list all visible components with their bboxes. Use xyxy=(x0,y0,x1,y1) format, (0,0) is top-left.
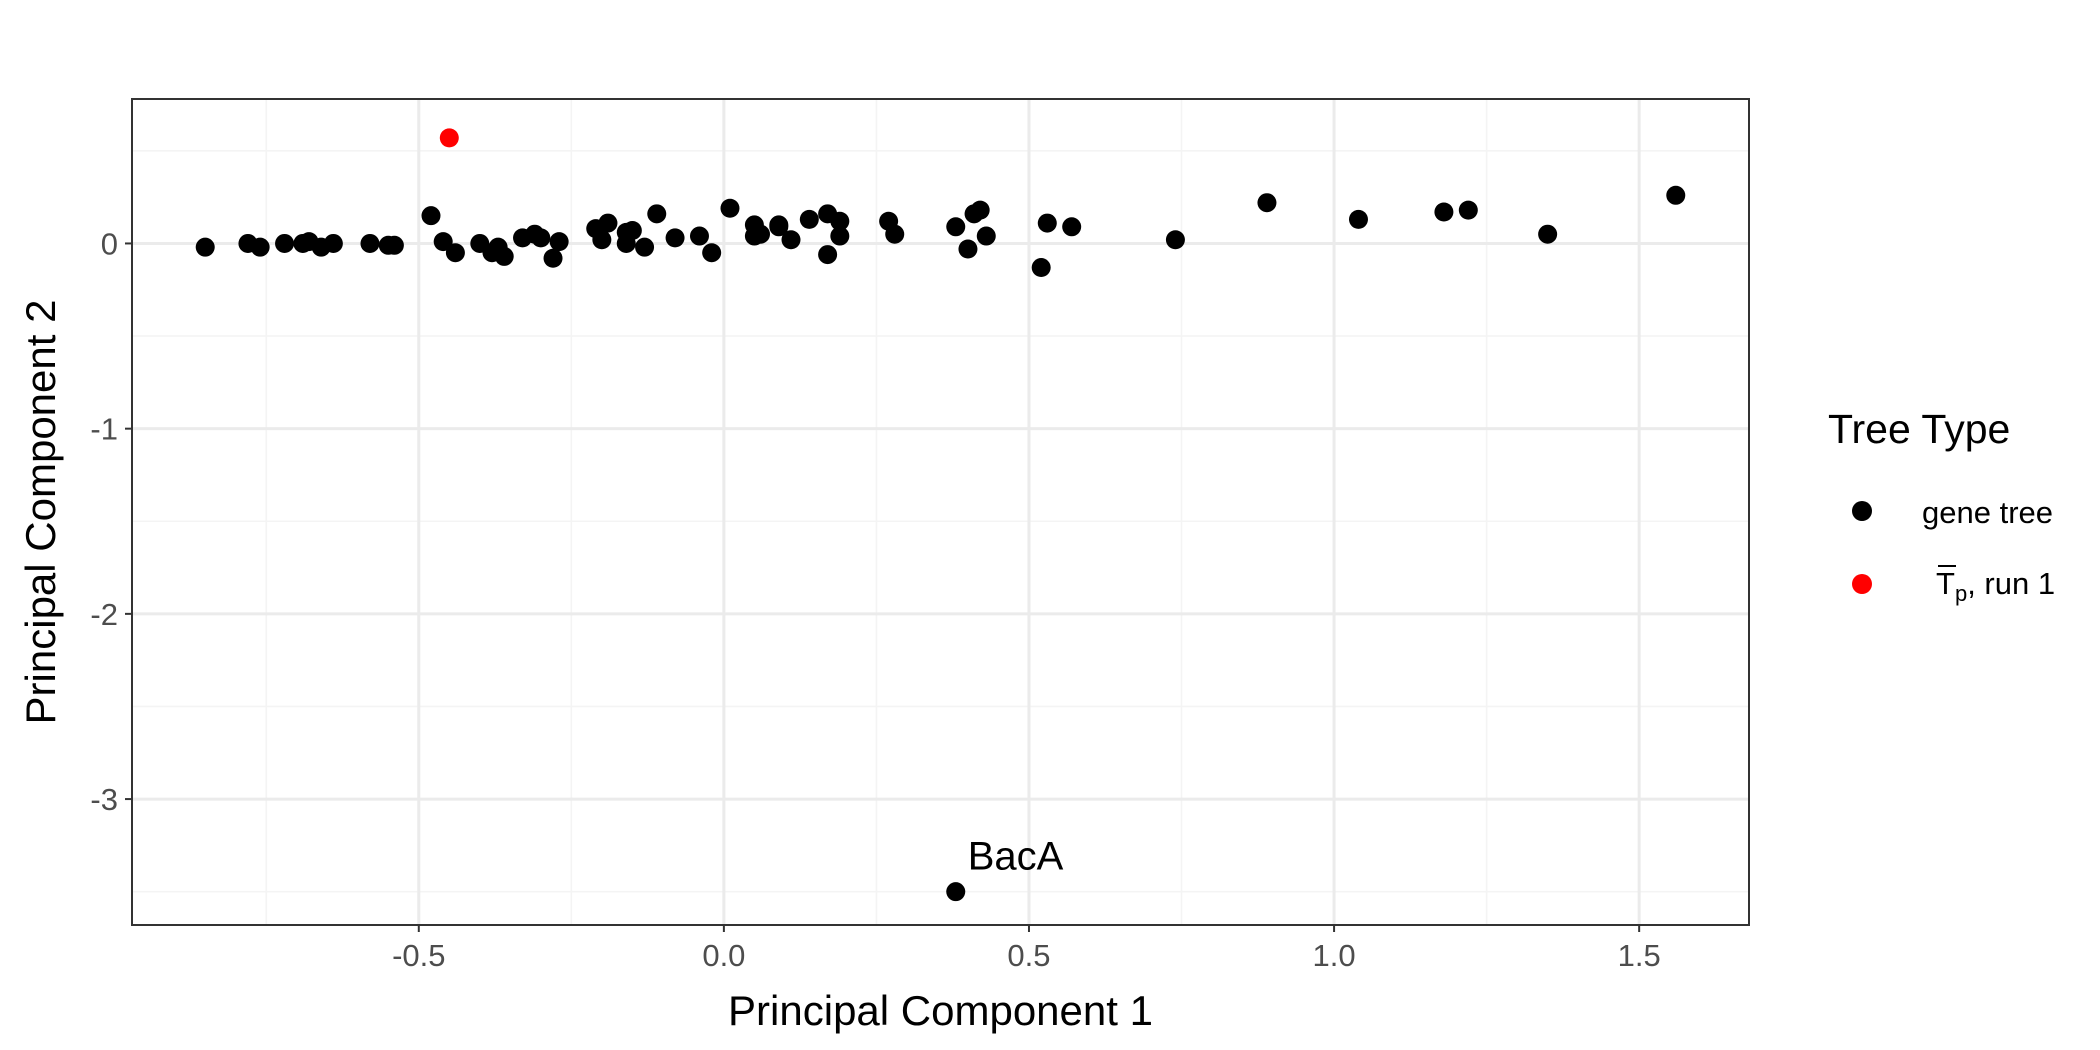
gene-tree-point xyxy=(445,243,465,263)
legend-title: Tree Type xyxy=(1828,406,2010,452)
y-tick-label: -1 xyxy=(90,412,118,447)
gene-tree-point xyxy=(275,233,295,253)
gene-tree-point xyxy=(830,226,850,246)
gene-tree-point xyxy=(970,200,990,220)
gene-tree-point xyxy=(946,217,966,237)
gene-tree-point xyxy=(622,220,642,240)
legend-label-rest: , run 1 xyxy=(1967,566,2055,601)
gene-tree-point xyxy=(195,237,215,257)
gene-tree-point xyxy=(421,206,441,226)
annotations: BacA xyxy=(968,835,1064,879)
y-tick-label: 0 xyxy=(101,226,118,261)
gene-tree-point xyxy=(1031,258,1051,278)
tp-run-1-point xyxy=(439,128,459,148)
legend-label-tp-run-1: Tp, run 1 xyxy=(1936,566,2055,606)
y-tick-label: -3 xyxy=(90,782,118,817)
gene-tree-point xyxy=(494,246,514,266)
gene-tree-point xyxy=(1257,193,1277,213)
legend-label-base: T xyxy=(1936,566,1955,601)
gene-tree-point xyxy=(323,233,343,253)
gene-tree-point xyxy=(702,243,722,263)
gene-tree-point xyxy=(720,198,740,218)
gene-tree-point xyxy=(665,228,685,248)
major-gridlines xyxy=(132,99,1749,925)
gene-tree-point xyxy=(250,237,270,257)
gene-tree-point xyxy=(592,230,612,250)
gene-tree-point xyxy=(1062,217,1082,237)
y-axis-title: Principal Component 2 xyxy=(17,300,64,725)
gene-tree-point xyxy=(830,211,850,231)
gene-tree-point xyxy=(360,233,380,253)
bacA-annotation: BacA xyxy=(968,835,1064,879)
gene-tree-point xyxy=(1666,185,1686,205)
gene-tree-point xyxy=(647,204,667,224)
gene-tree-point xyxy=(689,226,709,246)
x-tick-label: 1.5 xyxy=(1618,938,1661,973)
gene-tree-point xyxy=(549,232,569,252)
gene-tree-point xyxy=(1348,209,1368,229)
gene-tree-point xyxy=(598,213,618,233)
gene-tree-point xyxy=(750,224,770,244)
minor-gridlines xyxy=(132,99,1749,925)
gene-tree-point xyxy=(885,224,905,244)
gene-tree-point xyxy=(769,217,789,237)
gene-tree-point xyxy=(1538,224,1558,244)
gene-tree-point xyxy=(1165,230,1185,250)
x-tick-label: 0.0 xyxy=(702,938,745,973)
gene-tree-point xyxy=(781,230,801,250)
x-tick-label: 0.5 xyxy=(1007,938,1050,973)
x-axis-title: Principal Component 1 xyxy=(728,987,1153,1034)
x-axis-ticks: -0.5 0.0 0.5 1.0 1.5 xyxy=(392,925,1661,973)
legend-label-gene-tree: gene tree xyxy=(1922,495,2053,530)
x-tick-label: -0.5 xyxy=(392,938,445,973)
x-tick-label: 1.0 xyxy=(1313,938,1356,973)
gene-tree-point xyxy=(1434,202,1454,222)
gene-tree-point xyxy=(1037,213,1057,233)
gene-tree-point xyxy=(384,235,404,255)
data-points xyxy=(195,128,1686,902)
gene-tree-point xyxy=(1458,200,1478,220)
legend: Tree Type gene tree Tp, run 1 xyxy=(1828,406,2055,606)
gene-tree-point xyxy=(799,209,819,229)
gene-tree-point xyxy=(635,237,655,257)
gene-tree-point xyxy=(958,239,978,259)
gene-tree-point xyxy=(433,232,453,252)
legend-label-subscript: p xyxy=(1955,581,1967,606)
legend-key-gene-tree xyxy=(1852,501,1872,521)
plot-panel-border xyxy=(131,98,1750,926)
y-tick-label: -2 xyxy=(90,597,118,632)
gene-tree-point xyxy=(543,248,563,268)
gene-tree-point xyxy=(818,245,838,265)
gene-tree-point xyxy=(946,882,966,902)
gene-tree-point xyxy=(531,228,551,248)
gene-tree-point xyxy=(976,226,996,246)
y-axis-ticks: -3 -2 -1 0 xyxy=(90,226,132,817)
legend-key-tp-run-1 xyxy=(1852,574,1872,594)
